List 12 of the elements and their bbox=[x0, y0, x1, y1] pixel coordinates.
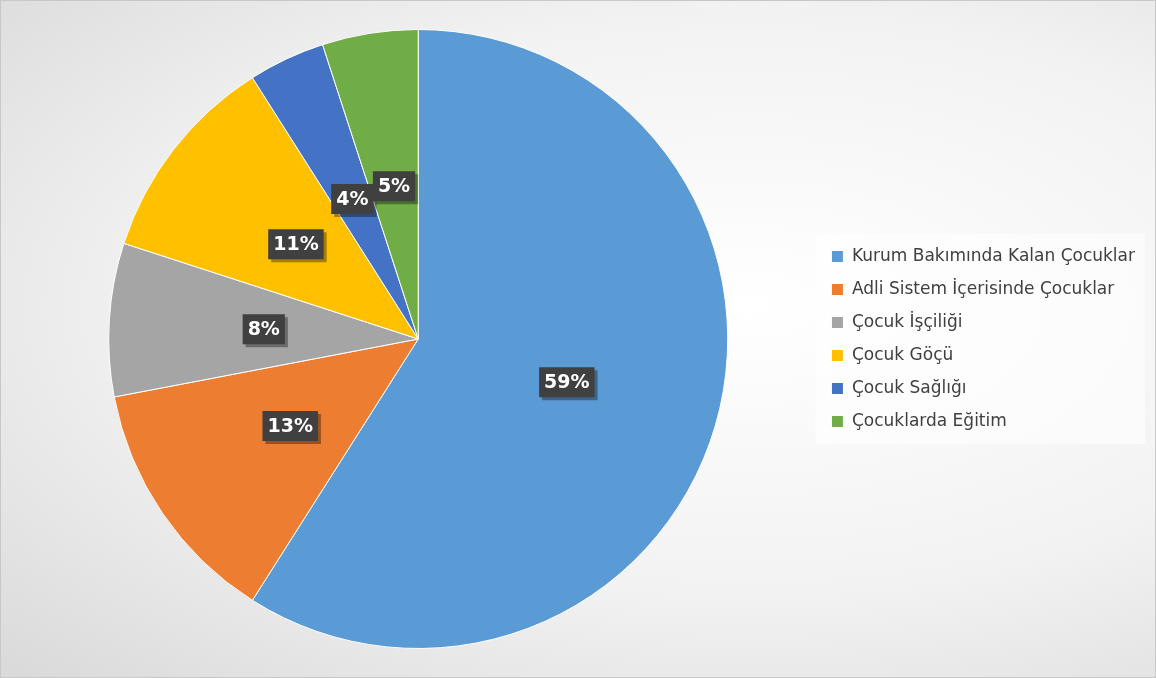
legend-label: Çocuk İşçiliği bbox=[851, 310, 963, 331]
legend-label: Çocuk Göçü bbox=[851, 343, 954, 364]
legend-label: Çocuklarda Eğitim bbox=[851, 409, 1007, 430]
legend-label: Çocuk Sağlığı bbox=[851, 376, 967, 397]
data-label: 11% bbox=[273, 232, 319, 255]
data-label: 59% bbox=[544, 370, 590, 393]
legend-label: Adli Sistem İçerisinde Çocuklar bbox=[851, 277, 1115, 298]
data-label: 13% bbox=[267, 413, 313, 436]
data-label: 4% bbox=[336, 186, 369, 209]
data-label: 5% bbox=[377, 174, 411, 197]
data-label: 8% bbox=[247, 317, 280, 340]
legend-label: Kurum Bakımında Kalan Çocuklar bbox=[851, 244, 1136, 265]
